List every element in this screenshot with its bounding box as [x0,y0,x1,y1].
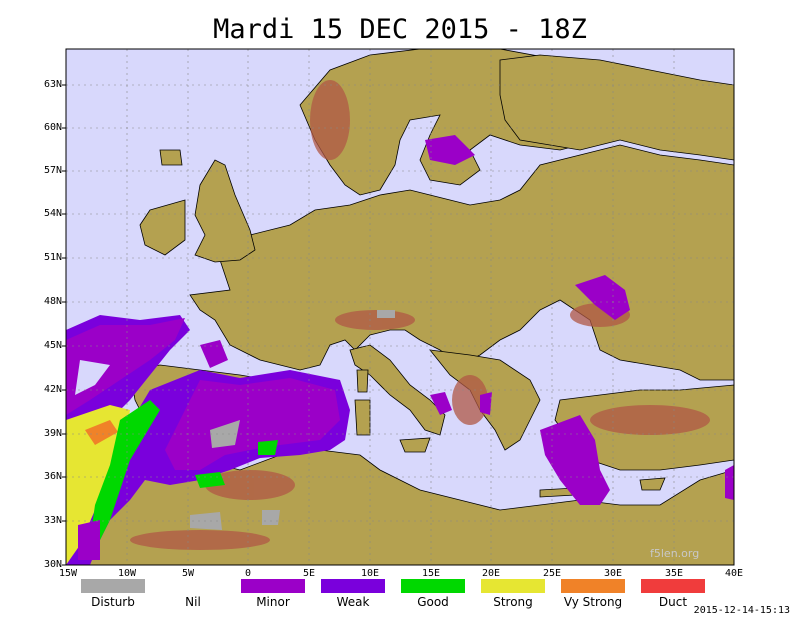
legend-label-duct: Duct [658,595,688,609]
lat-label-48n: 48N [43,296,62,307]
lat-label-57n: 57N [43,165,62,176]
lat-label-63n: 63N [43,79,62,90]
lon-label-0: 0 [244,568,252,579]
lon-label-15w: 15W [58,568,78,579]
legend-label-weak: Weak [336,595,370,609]
legend-label-nil: Nil [185,595,201,609]
map-title: Mardi 15 DEC 2015 - 18Z [213,14,587,45]
legend-swatch-vy-strong [561,579,625,593]
graticule [66,49,734,565]
lon-label-10w: 10W [117,568,137,579]
lat-label-54n: 54N [43,208,62,219]
lon-label-30e: 30E [603,568,623,579]
legend-label-good: Good [417,595,449,609]
legend-swatch-strong [481,579,545,593]
legend-label-disturb: Disturb [91,595,135,609]
lon-label-10e: 10E [360,568,380,579]
propagation-overlay [66,135,734,565]
legend-label-strong: Strong [493,595,533,609]
lat-label-60n: 60N [43,122,62,133]
legend-swatch-nil [161,579,225,593]
legend-label-vy-strong: Vy Strong [563,595,623,609]
legend-swatch-duct [641,579,705,593]
legend-swatch-good [401,579,465,593]
watermark: f5len.org [650,547,700,560]
lon-label-35e: 35E [664,568,684,579]
legend-label-minor: Minor [256,595,290,609]
axis-ticks [62,84,66,566]
lon-label-5e: 5E [302,568,316,579]
lon-label-40e: 40E [724,568,744,579]
lat-label-39n: 39N [43,428,62,439]
lat-label-45n: 45N [43,340,62,351]
map-frame [65,48,735,566]
lat-label-30n: 30N [43,559,62,570]
lon-label-25e: 25E [542,568,562,579]
lon-label-20e: 20E [481,568,501,579]
legend-swatch-weak [321,579,385,593]
legend-swatch-disturb [81,579,145,593]
lat-label-33n: 33N [43,515,62,526]
lat-label-51n: 51N [43,252,62,263]
lat-label-36n: 36N [43,471,62,482]
lon-label-15e: 15E [421,568,441,579]
timestamp: 2015-12-14-15:13 [693,605,790,616]
legend-swatch-minor [241,579,305,593]
lon-label-5w: 5W [181,568,195,579]
lat-label-42n: 42N [43,384,62,395]
